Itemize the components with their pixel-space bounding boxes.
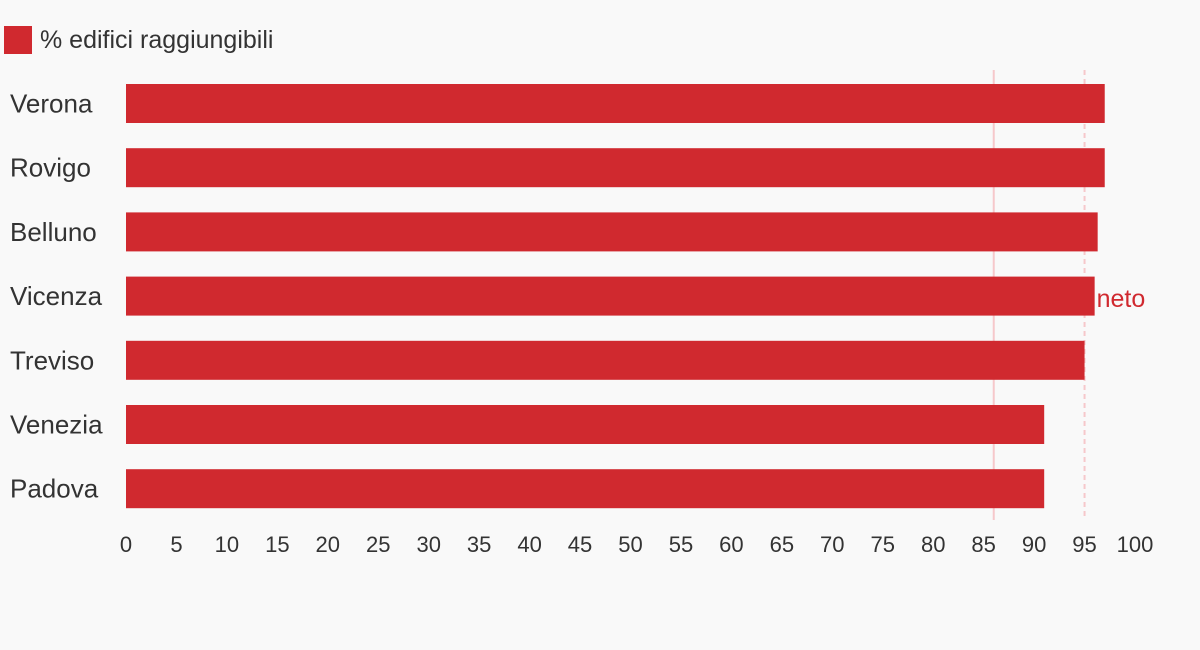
category-label-treviso: Treviso (10, 345, 94, 375)
x-tick-label-90: 90 (1022, 532, 1046, 557)
category-label-belluno: Belluno (10, 217, 97, 247)
legend: % edifici raggiungibili (4, 26, 273, 54)
x-tick-label-20: 20 (316, 532, 340, 557)
bar-padova (126, 469, 1045, 509)
category-label-venezia: Venezia (10, 410, 103, 440)
x-tick-label-30: 30 (416, 532, 440, 557)
x-tick-label-45: 45 (568, 532, 592, 557)
category-label-padova: Padova (10, 474, 99, 504)
x-tick-label-75: 75 (871, 532, 895, 557)
bar-rovigo (126, 148, 1105, 188)
x-axis-ticks: 0 5 10 15 20 25 30 35 40 45 50 55 60 65 70 75 80 85 90 95 10… (120, 532, 1153, 557)
x-tick-label-40: 40 (517, 532, 541, 557)
x-tick-label-0: 0 (120, 532, 132, 557)
category-label-rovigo: Rovigo (10, 153, 91, 183)
x-tick-label-10: 10 (215, 532, 239, 557)
x-tick-label-50: 50 (618, 532, 642, 557)
x-tick-label-5: 5 (170, 532, 182, 557)
x-tick-label-15: 15 (265, 532, 289, 557)
category-label-vicenza: Vicenza (10, 281, 103, 311)
bar-verona (126, 84, 1105, 123)
annotation-label: neto (1097, 285, 1146, 313)
x-tick-label-25: 25 (366, 532, 390, 557)
x-tick-label-100: 100 (1117, 532, 1154, 557)
annotations: neto (1097, 285, 1146, 313)
x-tick-label-65: 65 (770, 532, 794, 557)
legend-swatch (4, 26, 32, 54)
x-tick-label-80: 80 (921, 532, 945, 557)
category-label-verona: Verona (10, 89, 93, 119)
bar-vicenza (126, 276, 1095, 316)
bars (126, 84, 1105, 509)
x-tick-label-35: 35 (467, 532, 491, 557)
legend-label: % edifici raggiungibili (40, 25, 274, 54)
x-tick-label-70: 70 (820, 532, 844, 557)
bar-venezia (126, 405, 1045, 444)
x-tick-label-95: 95 (1072, 532, 1096, 557)
x-tick-label-60: 60 (719, 532, 743, 557)
x-tick-label-55: 55 (669, 532, 693, 557)
bar-treviso (126, 340, 1085, 380)
category-labels: Verona Rovigo Belluno Vicenza Treviso Venezia… (10, 89, 103, 504)
bar-belluno (126, 212, 1098, 252)
x-tick-label-85: 85 (971, 532, 995, 557)
